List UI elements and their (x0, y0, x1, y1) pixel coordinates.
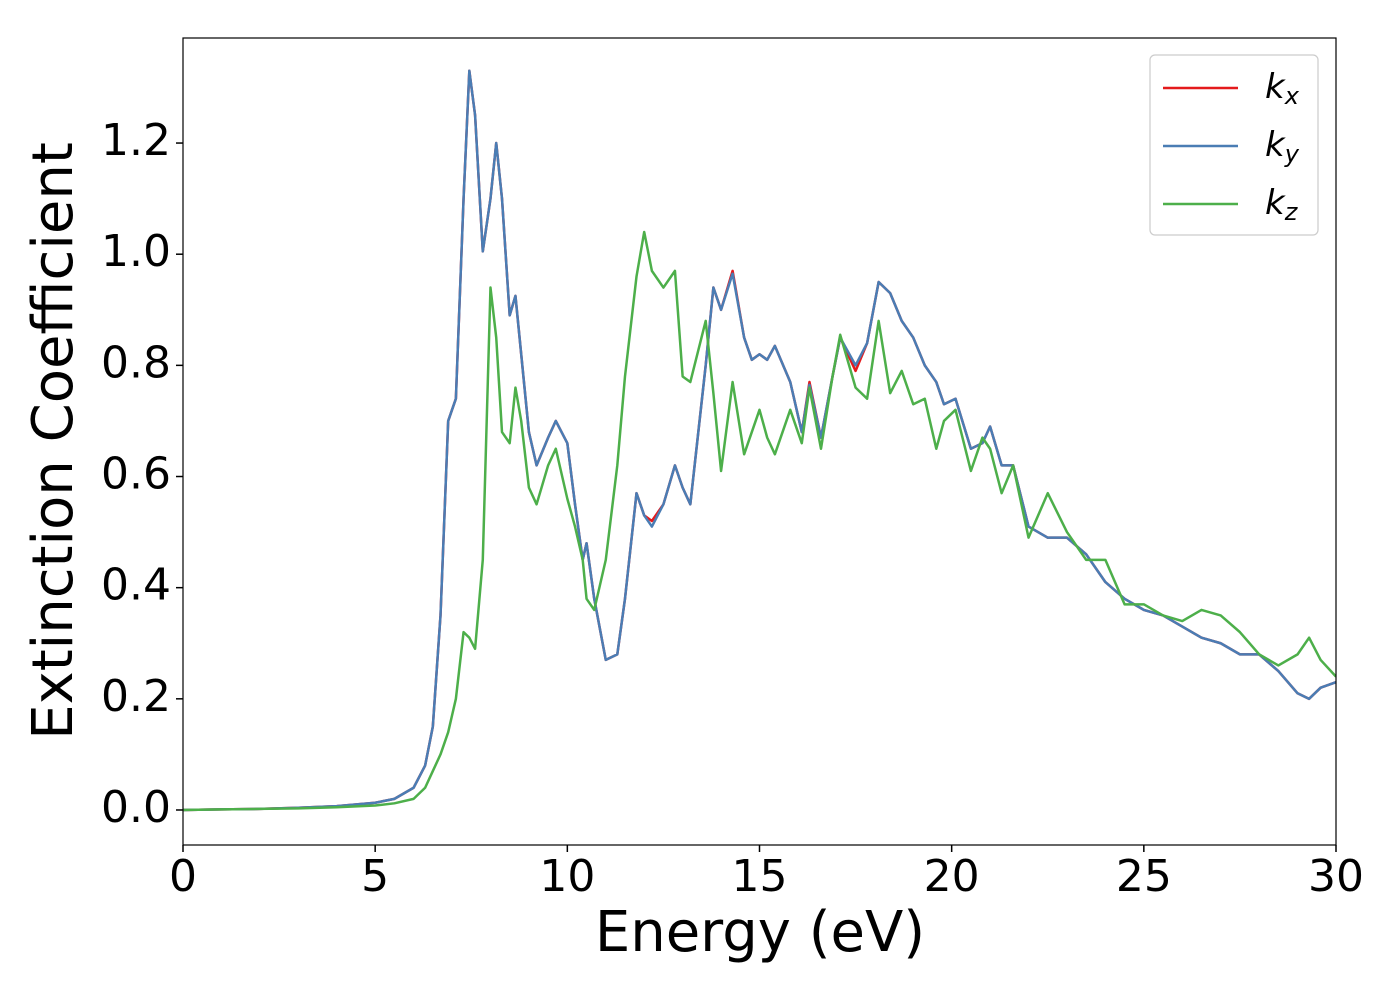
y-tick-label: 1.2 (101, 115, 171, 166)
x-tick-label: 30 (1308, 851, 1364, 902)
series-line (183, 230, 1336, 812)
legend-label: kx (1265, 67, 1300, 111)
y-axis-label: Extinction Coefficient (21, 142, 86, 740)
x-tick-label: 0 (169, 851, 197, 902)
series-line (183, 69, 1336, 812)
y-tick-label: 0.2 (101, 671, 171, 722)
y-tick-label: 0.4 (101, 560, 171, 611)
y-tick-label: 0.8 (101, 337, 171, 388)
x-tick-label: 20 (924, 851, 980, 902)
y-tick-label: 1.0 (101, 226, 171, 277)
x-tick-label: 10 (539, 851, 595, 902)
legend-label: ky (1265, 125, 1300, 169)
y-tick-label: 0.6 (101, 449, 171, 500)
x-tick-label: 5 (361, 851, 389, 902)
y-tick-label: 0.0 (101, 782, 171, 833)
x-tick-label: 15 (732, 851, 788, 902)
x-tick-label: 25 (1116, 851, 1172, 902)
x-axis-label: Energy (eV) (595, 900, 925, 965)
plot-frame (182, 37, 1337, 846)
legend-label: kz (1265, 183, 1299, 227)
